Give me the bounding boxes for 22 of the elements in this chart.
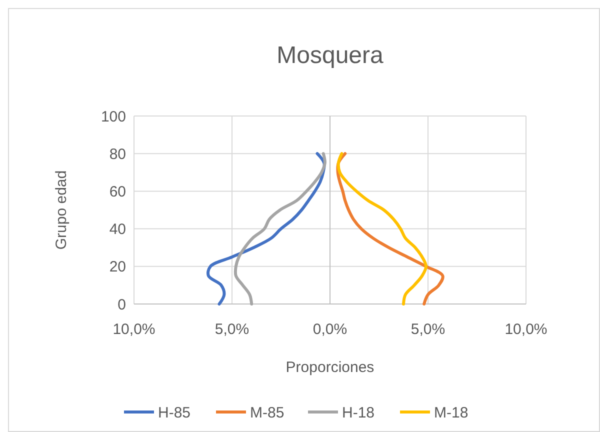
x-tick-label: 10,0% <box>504 321 548 338</box>
y-axis-title: Grupo edad <box>53 170 70 250</box>
legend-label: H-18 <box>342 404 375 422</box>
y-tick-label: 0 <box>118 296 126 314</box>
x-axis-title: Proporciones <box>286 359 374 376</box>
legend-label: H-85 <box>158 404 191 422</box>
x-tick-label: 10,0% <box>112 321 156 338</box>
y-tick-label: 80 <box>109 146 126 163</box>
line-series <box>336 152 428 306</box>
x-tick-label: 5,0% <box>410 321 446 338</box>
line-series <box>234 152 326 306</box>
y-tick-label: 20 <box>109 258 126 276</box>
line-series <box>336 152 444 306</box>
x-tick-label: 0,0% <box>312 321 348 338</box>
y-tick-label: 60 <box>109 183 126 200</box>
y-tick-label: 100 <box>100 108 126 126</box>
legend-label: M-85 <box>250 404 284 422</box>
line-series <box>206 152 326 306</box>
legend-label: M-18 <box>434 404 468 422</box>
chart-title: Mosquera <box>276 42 384 69</box>
x-tick-label: 5,0% <box>214 321 250 338</box>
y-tick-label: 40 <box>109 221 126 238</box>
